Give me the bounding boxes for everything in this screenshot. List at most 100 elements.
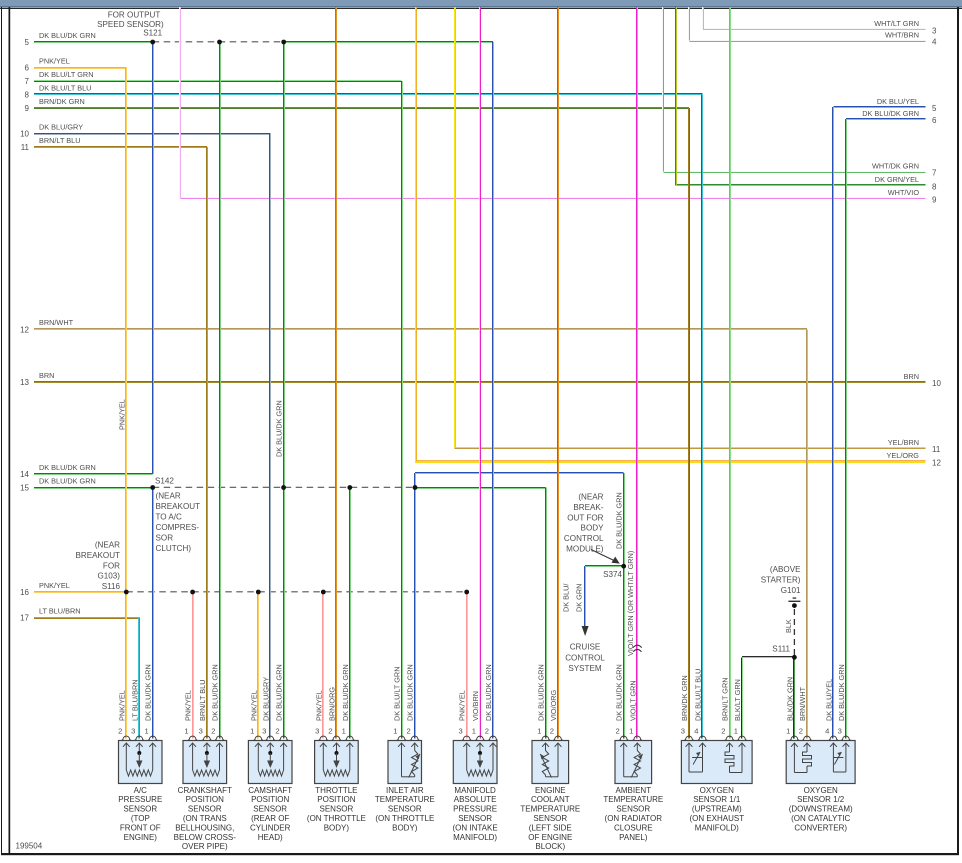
svg-text:5: 5 <box>932 104 937 113</box>
svg-text:MANIFOLD): MANIFOLD) <box>695 823 739 832</box>
svg-text:SENSOR: SENSOR <box>253 805 287 814</box>
svg-text:(NEAR: (NEAR <box>578 493 603 502</box>
svg-text:1: 1 <box>144 727 148 736</box>
svg-text:TEMPERATURE: TEMPERATURE <box>375 795 435 804</box>
svg-text:1: 1 <box>393 727 397 736</box>
svg-text:16: 16 <box>20 588 29 597</box>
svg-text:DK BLU/DK GRN: DK BLU/DK GRN <box>406 664 415 721</box>
svg-text:(ON CATALYTIC: (ON CATALYTIC <box>791 814 850 823</box>
svg-text:POSITION: POSITION <box>186 795 224 804</box>
svg-text:1: 1 <box>342 727 346 736</box>
svg-text:BRN: BRN <box>904 372 919 381</box>
svg-text:BRN/DK GRN: BRN/DK GRN <box>680 675 689 721</box>
svg-text:PANEL): PANEL) <box>619 833 648 842</box>
svg-text:DK BLU/DK GRN: DK BLU/DK GRN <box>615 492 624 549</box>
svg-text:2: 2 <box>406 727 410 736</box>
svg-text:10: 10 <box>20 130 29 139</box>
svg-text:DK BLU/DK GRN: DK BLU/DK GRN <box>275 664 284 721</box>
svg-text:SENSOR: SENSOR <box>458 814 492 823</box>
svg-text:3: 3 <box>932 26 937 35</box>
svg-text:2: 2 <box>721 727 725 736</box>
svg-text:6: 6 <box>25 64 30 73</box>
svg-text:7: 7 <box>932 169 937 178</box>
svg-text:3: 3 <box>458 727 462 736</box>
svg-text:S111: S111 <box>772 645 790 654</box>
svg-text:12: 12 <box>932 458 941 467</box>
svg-text:COMPRES-: COMPRES- <box>156 523 200 532</box>
svg-text:3: 3 <box>838 727 842 736</box>
svg-text:13: 13 <box>20 378 29 387</box>
svg-text:DK BLU/DK GRN: DK BLU/DK GRN <box>144 664 153 721</box>
svg-text:2: 2 <box>615 727 619 736</box>
svg-text:DK BLU/DK GRN: DK BLU/DK GRN <box>39 31 96 40</box>
svg-text:HEAD): HEAD) <box>258 833 283 842</box>
svg-text:BELOW CROSS-: BELOW CROSS- <box>174 833 237 842</box>
svg-text:(LEFT SIDE: (LEFT SIDE <box>529 823 572 832</box>
svg-text:BLK/LT GRN: BLK/LT GRN <box>733 679 742 721</box>
svg-text:MANIFOLD: MANIFOLD <box>454 786 496 795</box>
svg-text:LT BLU/BRN: LT BLU/BRN <box>130 680 139 722</box>
svg-text:DK BLU/LT BLU: DK BLU/LT BLU <box>694 669 703 721</box>
svg-text:BRN: BRN <box>39 371 54 380</box>
svg-text:CLOSURE: CLOSURE <box>614 823 653 832</box>
svg-text:2: 2 <box>328 727 332 736</box>
svg-text:BRN/DK GRN: BRN/DK GRN <box>39 97 85 106</box>
svg-text:11: 11 <box>21 143 30 152</box>
svg-text:POSITION: POSITION <box>317 795 355 804</box>
svg-text:(ON THROTTLE: (ON THROTTLE <box>375 814 434 823</box>
svg-text:BELLHOUSING,: BELLHOUSING, <box>175 823 234 832</box>
svg-text:DK BLU/DK GRN: DK BLU/DK GRN <box>862 109 919 118</box>
svg-text:2: 2 <box>485 727 489 736</box>
svg-text:DK BLU/DK GRN: DK BLU/DK GRN <box>484 664 493 721</box>
svg-text:PNK/YEL: PNK/YEL <box>314 690 323 721</box>
svg-text:DK BLU/GRY: DK BLU/GRY <box>261 677 270 721</box>
svg-text:4: 4 <box>932 38 937 47</box>
svg-text:BRN/LT GRN: BRN/LT GRN <box>721 677 730 721</box>
svg-text:(REAR OF: (REAR OF <box>251 814 289 823</box>
svg-text:S142: S142 <box>155 477 174 486</box>
svg-text:DK BLU/LT GRN: DK BLU/LT GRN <box>393 667 402 721</box>
svg-text:(NEAR: (NEAR <box>156 492 181 501</box>
svg-text:DK BLU/DK GRN: DK BLU/DK GRN <box>275 400 284 457</box>
svg-text:3: 3 <box>315 727 319 736</box>
svg-text:DK GRN: DK GRN <box>575 584 584 612</box>
svg-text:FRONT OF: FRONT OF <box>120 823 161 832</box>
svg-text:BREAKOUT: BREAKOUT <box>156 502 201 511</box>
svg-text:CONVERTER): CONVERTER) <box>794 823 847 832</box>
svg-text:14: 14 <box>20 470 29 479</box>
svg-text:SYSTEM: SYSTEM <box>568 664 602 673</box>
svg-text:CRANKSHAFT: CRANKSHAFT <box>178 786 232 795</box>
svg-text:LT BLU/BRN: LT BLU/BRN <box>39 606 81 615</box>
svg-text:2: 2 <box>118 727 122 736</box>
svg-text:PRESSURE: PRESSURE <box>453 805 497 814</box>
svg-text:CYLINDER: CYLINDER <box>250 823 291 832</box>
svg-text:3: 3 <box>262 727 266 736</box>
svg-text:PRESSURE: PRESSURE <box>118 795 162 804</box>
svg-text:2: 2 <box>799 727 803 736</box>
svg-text:BREAK-: BREAK- <box>573 503 603 512</box>
svg-text:ENGINE): ENGINE) <box>124 833 158 842</box>
svg-text:BLK/DK GRN: BLK/DK GRN <box>785 677 794 721</box>
svg-text:BRN/LT BLU: BRN/LT BLU <box>39 136 81 145</box>
svg-text:SENSOR: SENSOR <box>533 814 567 823</box>
svg-text:S116: S116 <box>102 582 121 591</box>
svg-text:DK BLU/DK GRN: DK BLU/DK GRN <box>837 664 846 721</box>
svg-text:1: 1 <box>537 727 541 736</box>
svg-text:2: 2 <box>211 727 215 736</box>
svg-text:SENSOR: SENSOR <box>123 805 157 814</box>
svg-text:2: 2 <box>275 727 279 736</box>
svg-text:ABSOLUTE: ABSOLUTE <box>454 795 497 804</box>
svg-text:SPEED SENSOR): SPEED SENSOR) <box>97 20 164 29</box>
svg-text:G101: G101 <box>781 586 801 595</box>
svg-text:DK BLU/GRY: DK BLU/GRY <box>39 122 83 131</box>
svg-text:POSITION: POSITION <box>251 795 289 804</box>
svg-text:OF ENGINE: OF ENGINE <box>528 833 572 842</box>
svg-text:(TOP: (TOP <box>131 814 150 823</box>
svg-text:STARTER): STARTER) <box>761 576 801 585</box>
svg-text:17: 17 <box>20 614 29 623</box>
svg-text:SOR: SOR <box>156 534 174 543</box>
svg-text:TO A/C: TO A/C <box>156 513 183 522</box>
svg-text:DK BLU/DK GRN: DK BLU/DK GRN <box>341 664 350 721</box>
svg-text:(ON INTAKE: (ON INTAKE <box>453 823 498 832</box>
svg-text:3: 3 <box>681 727 685 736</box>
